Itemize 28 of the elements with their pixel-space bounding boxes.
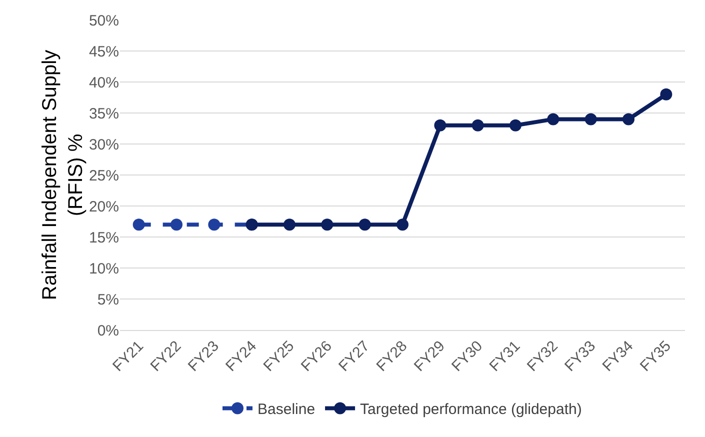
point: [321, 218, 334, 231]
y-tick-label: 25%: [88, 167, 119, 184]
y-tick-label: 20%: [88, 198, 119, 216]
point: [434, 119, 446, 132]
point: [510, 119, 522, 132]
legend-label: Baseline: [258, 401, 316, 418]
point: [660, 88, 672, 100]
y-axis-title: Rainfall Independent Supply (RFIS) %: [38, 50, 87, 300]
point: [358, 218, 371, 231]
y-tick-label: 35%: [88, 105, 119, 122]
y-tick-label: 30%: [88, 136, 119, 154]
y-tick-label: 15%: [88, 229, 119, 246]
point: [547, 113, 560, 126]
y-tick-label: 40%: [88, 74, 119, 92]
point: [584, 113, 597, 126]
point: [170, 218, 182, 231]
y-tick-label: 45%: [88, 43, 119, 60]
point: [208, 218, 220, 231]
y-tick-label: 10%: [88, 260, 119, 278]
y-tick-label: 5%: [97, 291, 119, 308]
legend-label: Targeted performance (glidepath): [360, 401, 582, 418]
point: [622, 113, 634, 126]
point: [132, 218, 145, 231]
point: [396, 218, 408, 231]
y-tick-label: 0%: [97, 322, 119, 340]
point: [284, 218, 296, 231]
point: [472, 119, 484, 132]
y-tick-label: 50%: [88, 12, 119, 30]
